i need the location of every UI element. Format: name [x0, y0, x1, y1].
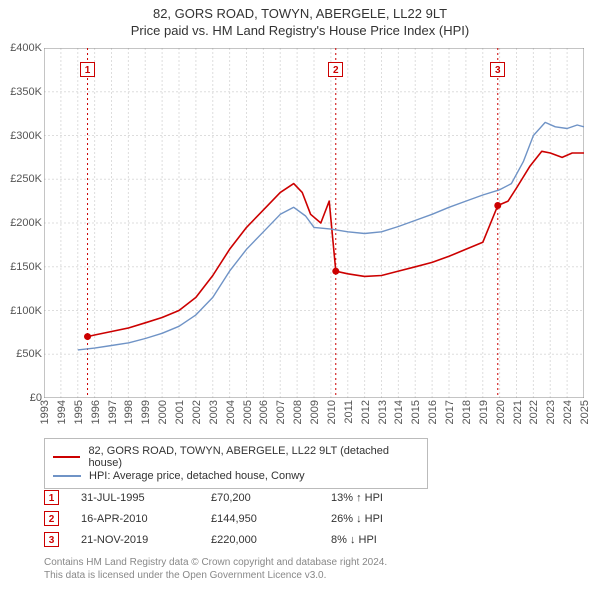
title-sub: Price paid vs. HM Land Registry's House …	[0, 23, 600, 38]
y-axis-label: £400K	[10, 42, 42, 54]
footer-line-2: This data is licensed under the Open Gov…	[44, 569, 387, 582]
x-axis-label: 1993	[39, 400, 51, 424]
y-axis-label: £300K	[10, 130, 42, 142]
event-price-3: £220,000	[211, 534, 331, 546]
chart-marker-badge: 3	[490, 62, 505, 77]
x-axis-label: 2013	[377, 400, 389, 424]
footer-line-1: Contains HM Land Registry data © Crown c…	[44, 556, 387, 569]
event-price-1: £70,200	[211, 492, 331, 504]
x-axis-label: 2025	[579, 400, 591, 424]
x-axis-label: 2010	[326, 400, 338, 424]
legend-row-property: 82, GORS ROAD, TOWYN, ABERGELE, LL22 9LT…	[53, 445, 419, 469]
chart-marker-badge: 1	[80, 62, 95, 77]
title-block: 82, GORS ROAD, TOWYN, ABERGELE, LL22 9LT…	[0, 0, 600, 38]
x-axis-label: 2008	[292, 400, 304, 424]
y-axis-label: £250K	[10, 173, 42, 185]
event-date-3: 21-NOV-2019	[81, 534, 211, 546]
x-axis-label: 2021	[512, 400, 524, 424]
x-axis-label: 2001	[174, 400, 186, 424]
x-axis-label: 2016	[427, 400, 439, 424]
event-badge-2: 2	[44, 511, 59, 526]
y-axis-label: £200K	[10, 217, 42, 229]
x-axis-label: 2019	[478, 400, 490, 424]
events-table: 1 31-JUL-1995 £70,200 13% ↑ HPI 2 16-APR…	[44, 484, 584, 553]
event-badge-1: 1	[44, 490, 59, 505]
x-axis-label: 2007	[275, 400, 287, 424]
x-axis-label: 2009	[309, 400, 321, 424]
x-axis-label: 2022	[528, 400, 540, 424]
x-axis-label: 2005	[242, 400, 254, 424]
x-axis-label: 2017	[444, 400, 456, 424]
x-axis-label: 2015	[410, 400, 422, 424]
y-axis-label: £350K	[10, 86, 42, 98]
x-axis-label: 1994	[56, 400, 68, 424]
event-date-2: 16-APR-2010	[81, 513, 211, 525]
x-axis-label: 2014	[393, 400, 405, 424]
x-axis-label: 1995	[73, 400, 85, 424]
x-axis-label: 1998	[123, 400, 135, 424]
y-axis-label: £100K	[10, 305, 42, 317]
chart-container: 82, GORS ROAD, TOWYN, ABERGELE, LL22 9LT…	[0, 0, 600, 590]
legend-label-property: 82, GORS ROAD, TOWYN, ABERGELE, LL22 9LT…	[88, 445, 419, 469]
legend-swatch-hpi	[53, 475, 81, 477]
title-main: 82, GORS ROAD, TOWYN, ABERGELE, LL22 9LT	[0, 6, 600, 21]
x-axis-label: 2002	[191, 400, 203, 424]
event-row-2: 2 16-APR-2010 £144,950 26% ↓ HPI	[44, 511, 584, 526]
chart-marker-badge: 2	[328, 62, 343, 77]
event-date-1: 31-JUL-1995	[81, 492, 211, 504]
chart-area: £0£50K£100K£150K£200K£250K£300K£350K£400…	[44, 48, 584, 398]
x-axis-label: 1997	[107, 400, 119, 424]
x-axis-label: 2000	[157, 400, 169, 424]
x-axis-label: 2018	[461, 400, 473, 424]
x-axis-label: 1996	[90, 400, 102, 424]
legend-swatch-property	[53, 456, 80, 458]
x-axis-label: 2003	[208, 400, 220, 424]
y-axis-label: £150K	[10, 261, 42, 273]
x-axis-label: 2024	[562, 400, 574, 424]
x-axis-label: 2023	[545, 400, 557, 424]
event-delta-1: 13% ↑ HPI	[331, 492, 451, 504]
x-axis-label: 2006	[258, 400, 270, 424]
x-axis-label: 2012	[360, 400, 372, 424]
event-delta-2: 26% ↓ HPI	[331, 513, 451, 525]
footer: Contains HM Land Registry data © Crown c…	[44, 556, 387, 582]
x-axis-label: 1999	[140, 400, 152, 424]
legend-label-hpi: HPI: Average price, detached house, Conw…	[89, 470, 305, 482]
chart-svg	[44, 48, 584, 398]
event-row-1: 1 31-JUL-1995 £70,200 13% ↑ HPI	[44, 490, 584, 505]
event-delta-3: 8% ↓ HPI	[331, 534, 451, 546]
legend-row-hpi: HPI: Average price, detached house, Conw…	[53, 470, 419, 482]
event-price-2: £144,950	[211, 513, 331, 525]
x-axis-label: 2004	[225, 400, 237, 424]
y-axis-label: £50K	[16, 348, 42, 360]
legend-box: 82, GORS ROAD, TOWYN, ABERGELE, LL22 9LT…	[44, 438, 428, 489]
x-axis-label: 2011	[343, 400, 355, 424]
event-badge-3: 3	[44, 532, 59, 547]
event-row-3: 3 21-NOV-2019 £220,000 8% ↓ HPI	[44, 532, 584, 547]
x-axis-label: 2020	[495, 400, 507, 424]
